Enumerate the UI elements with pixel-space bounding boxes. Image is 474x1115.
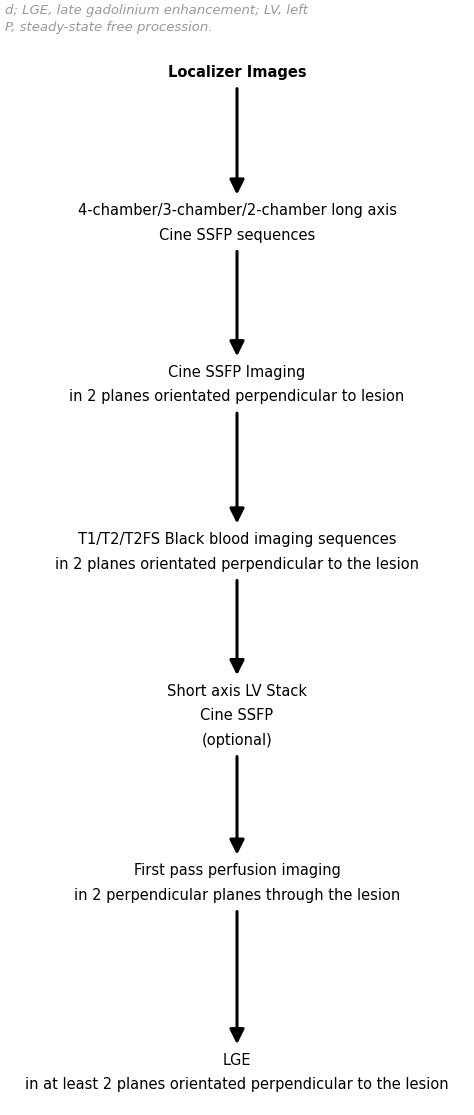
Text: in 2 planes orientated perpendicular to lesion: in 2 planes orientated perpendicular to … (69, 389, 405, 405)
Text: (optional): (optional) (201, 733, 273, 748)
Text: 4-chamber/3-chamber/2-chamber long axis: 4-chamber/3-chamber/2-chamber long axis (78, 203, 396, 219)
Text: Cine SSFP Imaging: Cine SSFP Imaging (168, 365, 306, 380)
Text: Cine SSFP: Cine SSFP (201, 708, 273, 724)
Text: d; LGE, late gadolinium enhancement; LV, left: d; LGE, late gadolinium enhancement; LV,… (5, 3, 308, 17)
Text: T1/T2/T2FS Black blood imaging sequences: T1/T2/T2FS Black blood imaging sequences (78, 532, 396, 547)
Text: LGE: LGE (223, 1053, 251, 1068)
Text: Localizer Images: Localizer Images (168, 65, 306, 80)
Text: Cine SSFP sequences: Cine SSFP sequences (159, 227, 315, 243)
Text: Short axis LV Stack: Short axis LV Stack (167, 683, 307, 699)
Text: in at least 2 planes orientated perpendicular to the lesion: in at least 2 planes orientated perpendi… (25, 1077, 449, 1093)
Text: P, steady-state free procession.: P, steady-state free procession. (5, 21, 212, 33)
Text: in 2 perpendicular planes through the lesion: in 2 perpendicular planes through the le… (74, 888, 400, 903)
Text: First pass perfusion imaging: First pass perfusion imaging (134, 863, 340, 879)
Text: in 2 planes orientated perpendicular to the lesion: in 2 planes orientated perpendicular to … (55, 556, 419, 572)
